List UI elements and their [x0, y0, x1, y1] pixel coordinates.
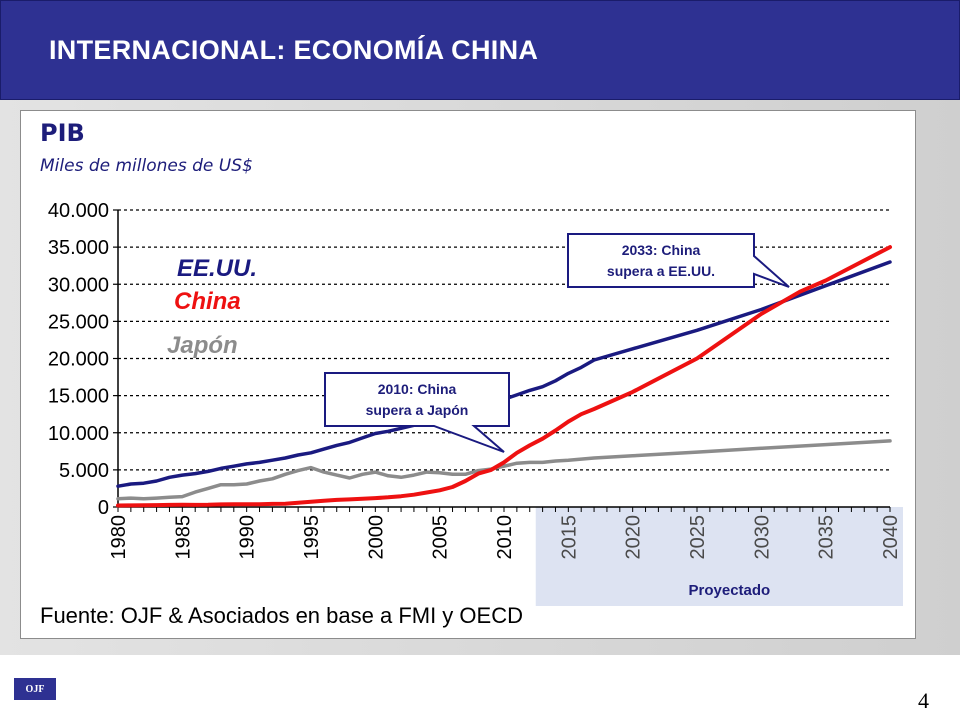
y-tick-label: 25.000 [48, 311, 109, 333]
y-tick-label: 15.000 [48, 386, 109, 408]
y-tick-label: 35.000 [48, 237, 109, 259]
x-tick-label: 2040 [880, 515, 902, 560]
callout-line1: 2010: China [378, 381, 457, 397]
callout-line1: 2033: China [622, 242, 701, 258]
x-tick-label: 2005 [430, 515, 452, 560]
callout-line2: supera a Japón [366, 402, 469, 418]
y-tick-label: 0 [98, 497, 109, 519]
legend-label: China [174, 288, 241, 315]
callout-2: 2033: China supera a EE.UU. [567, 233, 790, 288]
x-tick-label: 1990 [237, 515, 259, 560]
x-tick-label: 1995 [301, 515, 323, 560]
projected-region [535, 507, 903, 606]
x-tick-label: 2030 [751, 515, 773, 560]
callout-1: 2010: China supera a Japón [324, 372, 510, 453]
y-tick-label: 30.000 [48, 274, 109, 296]
chart-title: PIB [40, 119, 85, 147]
chart-source: Fuente: OJF & Asociados en base a FMI y … [40, 603, 523, 628]
x-tick-label: 2035 [816, 515, 838, 560]
x-tick-label: 2010 [494, 515, 516, 560]
ojf-logo: OJF [14, 678, 56, 700]
x-tick-label: 2020 [623, 515, 645, 560]
page-title: INTERNACIONAL: ECONOMÍA CHINA [49, 35, 539, 65]
projected-label: Proyectado [689, 582, 771, 599]
legend-label: EE.UU. [177, 255, 257, 282]
x-tick-label: 1980 [108, 515, 130, 560]
chart-subtitle: Miles de millones de US$ [40, 156, 253, 176]
y-tick-label: 40.000 [48, 200, 109, 222]
x-tick-label: 2015 [558, 515, 580, 560]
x-tick-label: 2000 [365, 515, 387, 560]
y-tick-label: 5.000 [59, 460, 109, 482]
callout-line2: supera a EE.UU. [607, 263, 715, 279]
y-tick-label: 10.000 [48, 423, 109, 445]
legend-label: Japón [167, 332, 238, 359]
header-bar: INTERNACIONAL: ECONOMÍA CHINA [0, 0, 960, 100]
callout-box [324, 372, 510, 453]
x-tick-label: 2025 [687, 515, 709, 560]
series-line-china [116, 245, 892, 508]
page-number: 4 [918, 688, 929, 713]
y-tick-label: 20.000 [48, 349, 109, 371]
series-line-japn [116, 439, 892, 501]
callout-box [567, 233, 790, 288]
series-line-eeuu [116, 260, 892, 488]
x-tick-label: 1985 [172, 515, 194, 560]
